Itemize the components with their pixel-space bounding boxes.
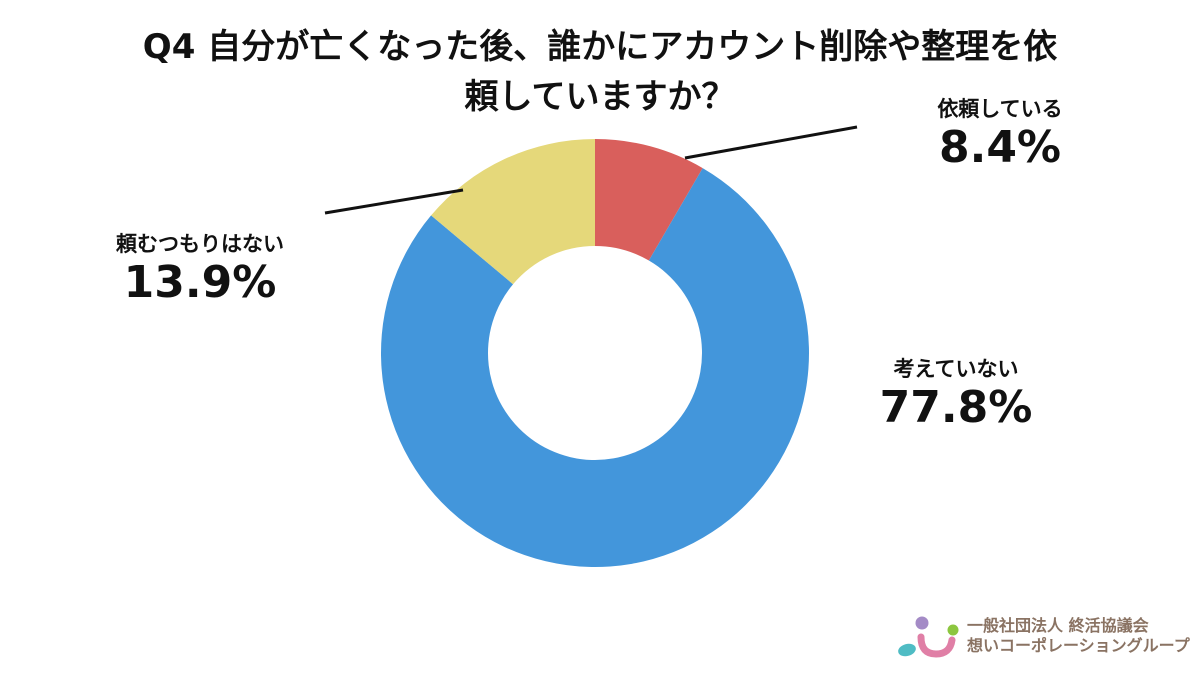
- label-no-intent: 頼むつもりはない 13.9%: [90, 231, 310, 309]
- label-requested-percent: 8.4%: [938, 122, 1062, 173]
- slice-not-considered: [381, 168, 810, 567]
- logo-mark-icon: [898, 616, 959, 658]
- label-not-considered-name: 考えていない: [893, 357, 1019, 381]
- label-no-intent-name: 頼むつもりはない: [116, 232, 284, 256]
- label-no-intent-percent: 13.9%: [123, 257, 277, 308]
- organization-logo: 一般社団法人 終活協議会 想いコーポレーショングループ: [895, 612, 1190, 664]
- label-not-considered: 考えていない 77.8%: [856, 356, 1056, 434]
- donut-slices: [381, 139, 810, 567]
- label-requested: 依頼している 8.4%: [900, 96, 1100, 174]
- chart-title: Q4 自分が亡くなった後、誰かにアカウント削除や整理を依 頼していますか？: [60, 22, 1140, 122]
- chart-title-line1: Q4 自分が亡くなった後、誰かにアカウント削除や整理を依: [142, 27, 1058, 67]
- slice-no-intent: [431, 139, 595, 285]
- label-requested-name: 依頼している: [937, 97, 1063, 121]
- logo-text-line1: 一般社団法人 終活協議会: [967, 616, 1149, 635]
- logo-text-line2: 想いコーポレーショングループ: [967, 636, 1190, 655]
- leader-line-requested: [684, 125, 858, 160]
- chart-title-line2: 頼していますか？: [464, 77, 736, 117]
- label-not-considered-percent: 77.8%: [879, 382, 1033, 433]
- slice-requested: [595, 139, 703, 261]
- logo-text: 一般社団法人 終活協議会 想いコーポレーショングループ: [967, 616, 1190, 656]
- leader-line-no-intent: [324, 188, 464, 215]
